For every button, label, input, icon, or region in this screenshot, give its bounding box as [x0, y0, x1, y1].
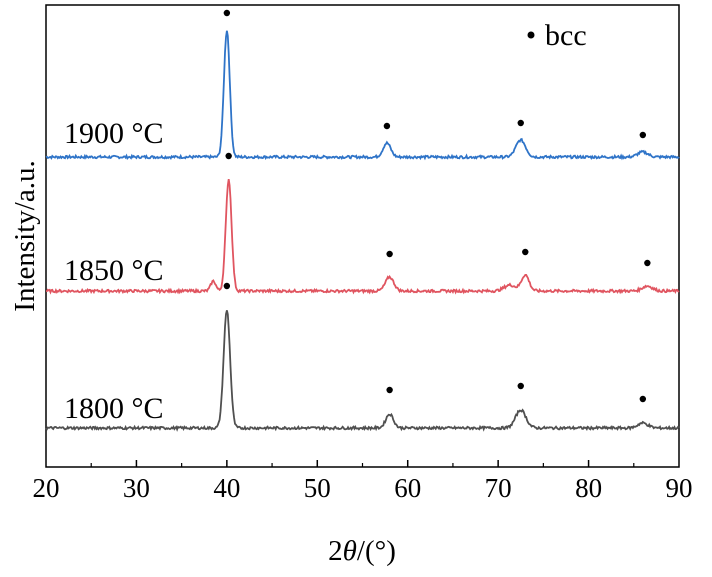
legend: bcc	[527, 19, 587, 52]
bcc-peak-marker	[639, 131, 647, 139]
series-label: 1850 °C	[64, 254, 164, 287]
x-tick-label: 80	[575, 473, 602, 503]
series-label: 1800 °C	[64, 392, 164, 425]
series-label: 1900 °C	[64, 117, 164, 150]
x-tick-label: 20	[33, 473, 60, 503]
x-tick-label: 70	[485, 473, 512, 503]
bcc-peak-marker	[639, 395, 647, 403]
bcc-peak-marker	[386, 386, 393, 394]
x-axis-ticks: 20 30 40 50 60 70 80 90	[33, 460, 693, 503]
x-axis-title-unit: /(°)	[357, 535, 396, 567]
bcc-peak-marker	[223, 9, 231, 17]
x-tick-label: 40	[213, 473, 240, 503]
bcc-peak-marker	[517, 382, 524, 390]
x-tick-label: 50	[304, 473, 331, 503]
series-layer	[45, 9, 680, 432]
x-tick-label: 60	[394, 473, 421, 503]
bcc-peak-marker	[522, 248, 529, 256]
x-axis-title: 2θ/(°)	[328, 535, 396, 567]
bcc-peak-marker	[386, 250, 393, 258]
y-axis-title: Intensity/a.u.	[9, 160, 41, 311]
series-line	[45, 310, 680, 432]
x-axis-title-prefix: 2	[328, 535, 343, 567]
bcc-peak-marker	[223, 282, 231, 290]
series-labels: 1900 °C 1850 °C 1800 °C	[64, 117, 164, 425]
series-line	[45, 30, 680, 161]
x-tick-label: 90	[666, 473, 693, 503]
legend-marker	[527, 31, 535, 39]
bcc-peak-marker	[644, 259, 651, 267]
bcc-peak-marker	[517, 119, 524, 127]
legend-label: bcc	[545, 19, 587, 52]
bcc-peak-marker	[225, 152, 232, 160]
series-line	[45, 178, 680, 295]
bcc-peak-marker	[383, 122, 391, 130]
x-axis-title-variable: θ	[343, 535, 357, 567]
x-tick-label: 30	[123, 473, 150, 503]
